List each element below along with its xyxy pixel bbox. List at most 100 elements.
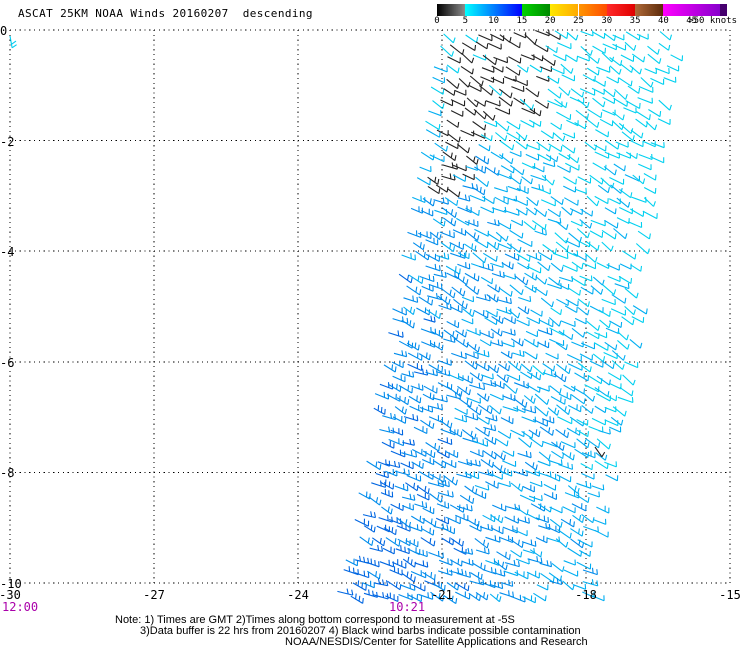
wind-barb [592,79,606,87]
wind-barb [372,592,389,600]
wind-barb [468,592,482,602]
wind-barb [538,188,551,195]
wind-barb [650,142,665,149]
wind-barb [479,330,494,339]
wind-barb [499,287,513,297]
wind-barb [529,64,543,73]
wind-barb [471,186,486,196]
wind-barb [457,205,472,214]
wind-barb [548,459,563,466]
wind-barb [520,363,533,373]
wind-barb [445,516,461,525]
wind-barb [385,460,401,469]
wind-barb [466,342,480,353]
wind-barb [432,76,445,84]
wind-barb [567,287,581,296]
wind-barb [388,330,404,338]
wind-barb [394,483,409,492]
wind-barb [555,220,569,231]
wind-barb [454,275,469,286]
wind-barb [501,579,514,587]
wind-barb [524,461,538,471]
wind-barb [388,438,405,447]
wind-barb [457,251,470,260]
wind-barb [401,493,416,501]
wind-barb [447,56,461,64]
wind-barb [592,276,605,286]
wind-barb [561,206,574,216]
wind-barb [508,175,522,185]
wind-barb [553,373,567,383]
wind-barb [615,141,629,148]
wind-barb [431,330,444,338]
wind-barb [591,87,605,95]
wind-barb [362,580,375,589]
wind-barb [537,153,552,162]
wind-barb [440,242,456,253]
wind-barb [563,569,579,577]
wind-barb [565,54,579,63]
wind-barb [461,318,474,325]
wind-barb [363,524,376,533]
wind-barb [631,53,646,63]
wind-barb [427,176,440,185]
wind-barb [524,272,538,281]
wind-barb [401,450,418,458]
colorbar-segment [550,4,579,16]
wind-barb [579,275,593,282]
wind-barb [478,144,491,152]
wind-barb [518,296,532,303]
wind-barb [419,166,432,173]
wind-barb [483,424,497,432]
wind-barb [581,472,595,480]
wind-barb [598,309,611,317]
wind-barb [523,338,539,348]
wind-barb [589,360,604,368]
wind-barb [624,361,639,369]
wind-barb [580,463,593,471]
wind-barb [448,567,464,575]
wind-barb [504,383,518,394]
wind-barb [580,45,593,56]
wind-barb [373,405,386,415]
wind-barb [542,370,557,378]
wind-barb [536,75,550,82]
wind-barb [503,75,517,82]
wind-barb [407,594,423,603]
wind-barb [524,351,538,360]
wind-barb [510,338,524,347]
wind-barb [609,383,622,390]
wind-barb [549,385,562,395]
wind-barb [546,76,560,84]
wind-barb [410,383,424,391]
wind-barb [511,85,525,93]
wind-barb [510,482,524,492]
wind-barb [576,438,590,449]
wind-barb [390,428,404,436]
wind-barb [499,535,514,544]
wind-barb [521,176,533,185]
wind-barb [492,381,505,389]
x-axis-tick-label: -30 [0,588,21,602]
wind-barb [519,98,535,111]
wind-barb [587,374,603,385]
wind-barb [368,496,382,506]
wind-barb [474,484,490,491]
wind-barb [516,253,531,262]
wind-barb [557,416,573,425]
y-axis-tick-label: -4 [0,245,15,260]
wind-barb [612,406,627,417]
wind-barb [546,536,561,543]
wind-barb [519,494,535,503]
wind-barb [442,207,457,219]
wind-barb [557,529,572,539]
wind-barb [482,110,496,121]
wind-barb [374,578,389,587]
wind-barb [564,490,580,499]
wind-barb [583,392,596,402]
wind-barb [555,428,570,439]
wind-barb [550,307,563,316]
colorbar-tick-label: 0 [434,16,440,26]
wind-barb [487,364,500,374]
wind-barb [394,406,407,415]
